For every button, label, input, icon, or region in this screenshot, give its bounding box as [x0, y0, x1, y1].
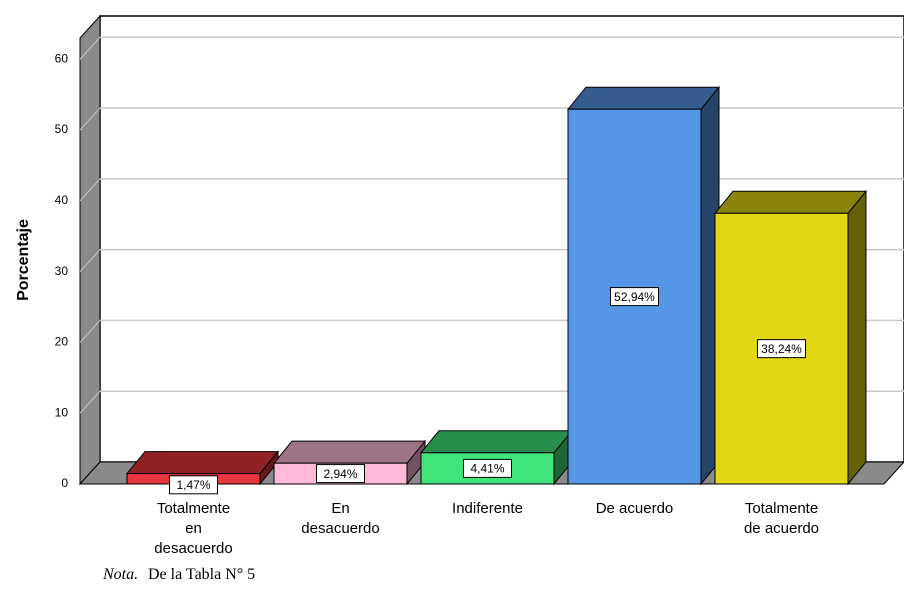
left-wall	[79, 14, 101, 486]
value-label: 1,47%	[176, 478, 210, 492]
x-tick-label: Totalmente en desacuerdo	[154, 500, 232, 557]
grid-line-side	[79, 178, 101, 202]
y-tick-label: 0	[61, 476, 68, 490]
bar	[566, 85, 721, 486]
y-tick-label: 40	[55, 193, 69, 207]
value-label: 2,94%	[323, 467, 357, 481]
y-tick-label: 30	[55, 264, 69, 278]
grid-line-side	[79, 390, 101, 414]
y-tick-label: 60	[55, 51, 69, 65]
value-label: 52,94%	[614, 290, 655, 304]
x-tick-label: En desacuerdo	[301, 500, 379, 537]
bar-top	[125, 451, 280, 475]
x-tick-label: Indiferente	[452, 500, 523, 517]
note: De la Tabla N° 5	[148, 566, 255, 583]
value-label-box	[169, 475, 218, 495]
value-label-box	[316, 464, 365, 484]
bar	[713, 189, 868, 486]
y-axis-title: Porcentaje	[15, 219, 32, 301]
bar-top	[272, 440, 427, 464]
bar-top	[566, 86, 721, 110]
value-label-box	[610, 287, 659, 307]
grid-line-side	[79, 107, 101, 131]
value-label: 4,41%	[470, 462, 504, 476]
bar-side	[847, 189, 867, 486]
x-tick-label: De acuerdo	[596, 500, 674, 517]
bar-top	[713, 190, 868, 214]
value-label: 38,24%	[761, 342, 802, 356]
grid-line-side	[79, 36, 101, 60]
y-tick-label: 10	[55, 405, 69, 419]
x-tick-label: Totalmente de acuerdo	[744, 500, 819, 537]
grid-line-side	[79, 249, 101, 272]
grid-line-side	[79, 320, 101, 343]
y-tick-label: 50	[55, 122, 69, 136]
note-label: Nota.	[102, 566, 138, 583]
value-label-box	[757, 339, 806, 359]
bar-top	[419, 430, 574, 454]
y-tick-label: 20	[55, 335, 69, 349]
value-label-box	[463, 458, 512, 478]
